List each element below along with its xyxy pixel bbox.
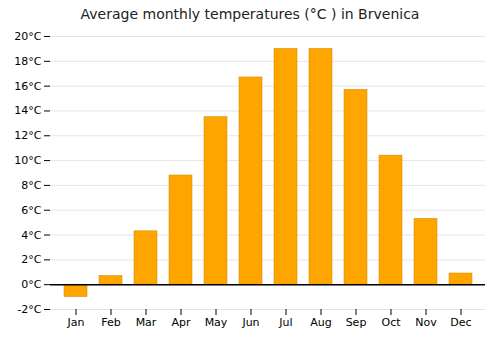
- svg-text:Dec: Dec: [450, 316, 471, 329]
- svg-text:18°C: 18°C: [14, 55, 41, 68]
- svg-text:-2°C: -2°C: [17, 303, 41, 316]
- svg-text:10°C: 10°C: [14, 154, 41, 167]
- svg-text:6°C: 6°C: [21, 204, 41, 217]
- svg-text:20°C: 20°C: [14, 30, 41, 43]
- svg-text:0°C: 0°C: [21, 278, 41, 291]
- svg-text:Mar: Mar: [136, 316, 157, 329]
- html-text:Average monthly temperatures (: Average monthly temperatures (°C ) in Br…: [80, 6, 420, 22]
- svg-text:16°C: 16°C: [14, 80, 41, 93]
- svg-text:Jul: Jul: [278, 316, 292, 329]
- svg-text:12°C: 12°C: [14, 129, 41, 142]
- svg-text:Nov: Nov: [415, 316, 437, 329]
- svg-text:Sep: Sep: [346, 316, 367, 329]
- svg-text:14°C: 14°C: [14, 104, 41, 117]
- svg-text:Jun: Jun: [241, 316, 259, 329]
- svg-text:Jan: Jan: [67, 316, 85, 329]
- svg-text:2°C: 2°C: [21, 253, 41, 266]
- svg-text:8°C: 8°C: [21, 179, 41, 192]
- svg-text:May: May: [205, 316, 228, 329]
- svg-text:Oct: Oct: [381, 316, 401, 329]
- svg-text:Feb: Feb: [101, 316, 120, 329]
- svg-text:Aug: Aug: [310, 316, 331, 329]
- svg-text:Apr: Apr: [171, 316, 191, 329]
- svg-text:4°C: 4°C: [21, 229, 41, 242]
